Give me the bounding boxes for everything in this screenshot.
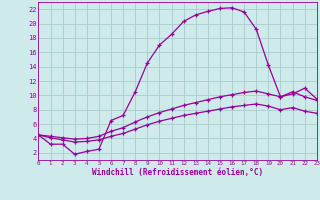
X-axis label: Windchill (Refroidissement éolien,°C): Windchill (Refroidissement éolien,°C) [92,168,263,177]
